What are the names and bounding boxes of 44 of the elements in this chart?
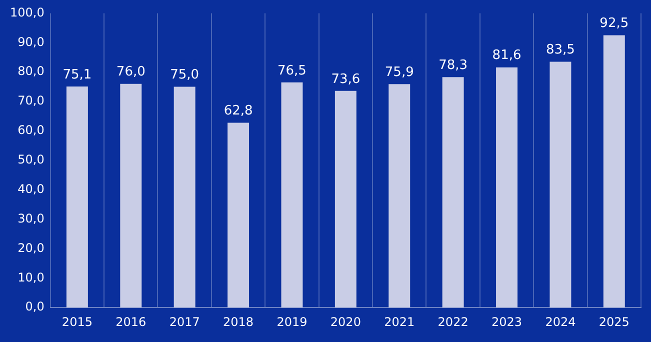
x-tick-label: 2018: [223, 314, 254, 329]
y-tick-label: 70,0: [18, 94, 44, 108]
y-tick-label: 0,0: [25, 300, 44, 314]
bar: [228, 122, 250, 308]
data-label: 83,5: [546, 42, 575, 58]
y-tick-label: 30,0: [18, 211, 44, 226]
x-tick-label: 2025: [598, 314, 630, 329]
bar: [120, 84, 142, 308]
x-tick-label: 2020: [330, 314, 361, 329]
x-tick-label: 2021: [384, 314, 415, 329]
data-label: 73,6: [331, 72, 360, 87]
data-label: 75,0: [170, 68, 200, 83]
data-label: 76,0: [116, 64, 146, 80]
y-tick-label: 60,0: [18, 123, 44, 138]
y-tick-label: 80,0: [18, 64, 44, 78]
bar: [550, 62, 572, 308]
x-tick-label: 2022: [438, 314, 468, 329]
bar: [334, 90, 356, 308]
bar: [388, 84, 410, 308]
bar: [496, 67, 518, 308]
data-label: 78,3: [438, 58, 468, 73]
bar: [603, 35, 625, 308]
y-tick-label: 40,0: [18, 182, 44, 196]
x-tick-label: 2016: [116, 314, 146, 329]
data-label: 62,8: [224, 104, 253, 119]
bar: [281, 82, 303, 308]
y-tick-label: 50,0: [18, 152, 44, 167]
data-label: 92,5: [600, 16, 629, 32]
data-label: 76,5: [278, 63, 306, 78]
x-tick-label: 2024: [545, 314, 576, 329]
x-tick-label: 2015: [62, 314, 92, 329]
y-tick-label: 100,0: [10, 5, 44, 20]
data-label: 75,9: [384, 65, 414, 80]
bar: [174, 86, 196, 308]
x-tick-label: 2019: [276, 314, 308, 329]
data-label: 75,1: [62, 67, 92, 82]
x-tick-label: 2023: [491, 314, 522, 329]
y-tick-label: 20,0: [18, 240, 44, 255]
x-tick-label: 2017: [169, 314, 200, 329]
bar: [442, 77, 464, 308]
bar: [66, 86, 88, 308]
y-tick-label: 10,0: [18, 270, 44, 284]
y-tick-label: 90,0: [18, 34, 44, 49]
data-label: 81,6: [492, 48, 522, 64]
